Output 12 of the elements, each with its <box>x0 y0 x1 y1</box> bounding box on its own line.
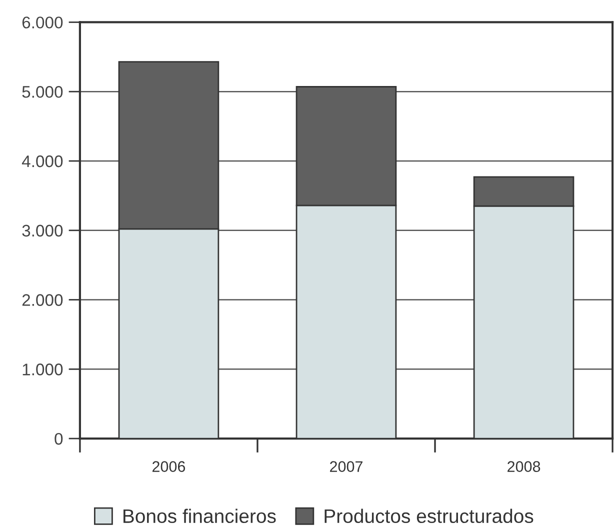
x-tick-label: 2007 <box>330 461 362 472</box>
legend-label: Bonos financieros <box>124 508 276 524</box>
y-tick-label: 3.000 <box>22 224 63 237</box>
y-tick-label: 1.000 <box>22 364 63 376</box>
legend-label: Productos estructurados <box>324 508 534 524</box>
x-tick-label: 2006 <box>152 461 186 472</box>
y-tick-label: 4.000 <box>22 155 63 168</box>
x-tick-label: 2008 <box>508 461 540 472</box>
y-tick-label: 0 <box>54 432 63 445</box>
y-tick-label: 2.000 <box>22 294 63 306</box>
y-tick-label: 5.000 <box>22 86 63 98</box>
y-tick-label: 6.000 <box>22 16 63 28</box>
